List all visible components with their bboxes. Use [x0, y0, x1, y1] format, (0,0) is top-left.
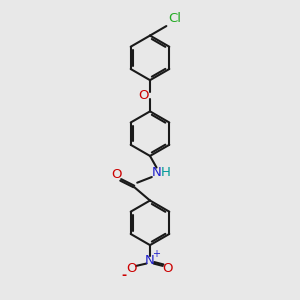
Text: O: O [162, 262, 172, 275]
Text: O: O [138, 89, 149, 102]
Text: O: O [111, 168, 122, 181]
Text: Cl: Cl [168, 12, 182, 25]
Text: -: - [122, 269, 127, 282]
Text: O: O [126, 262, 137, 275]
Text: +: + [152, 249, 160, 259]
Text: N: N [145, 254, 155, 267]
Text: N: N [152, 166, 161, 179]
Text: H: H [161, 166, 171, 179]
